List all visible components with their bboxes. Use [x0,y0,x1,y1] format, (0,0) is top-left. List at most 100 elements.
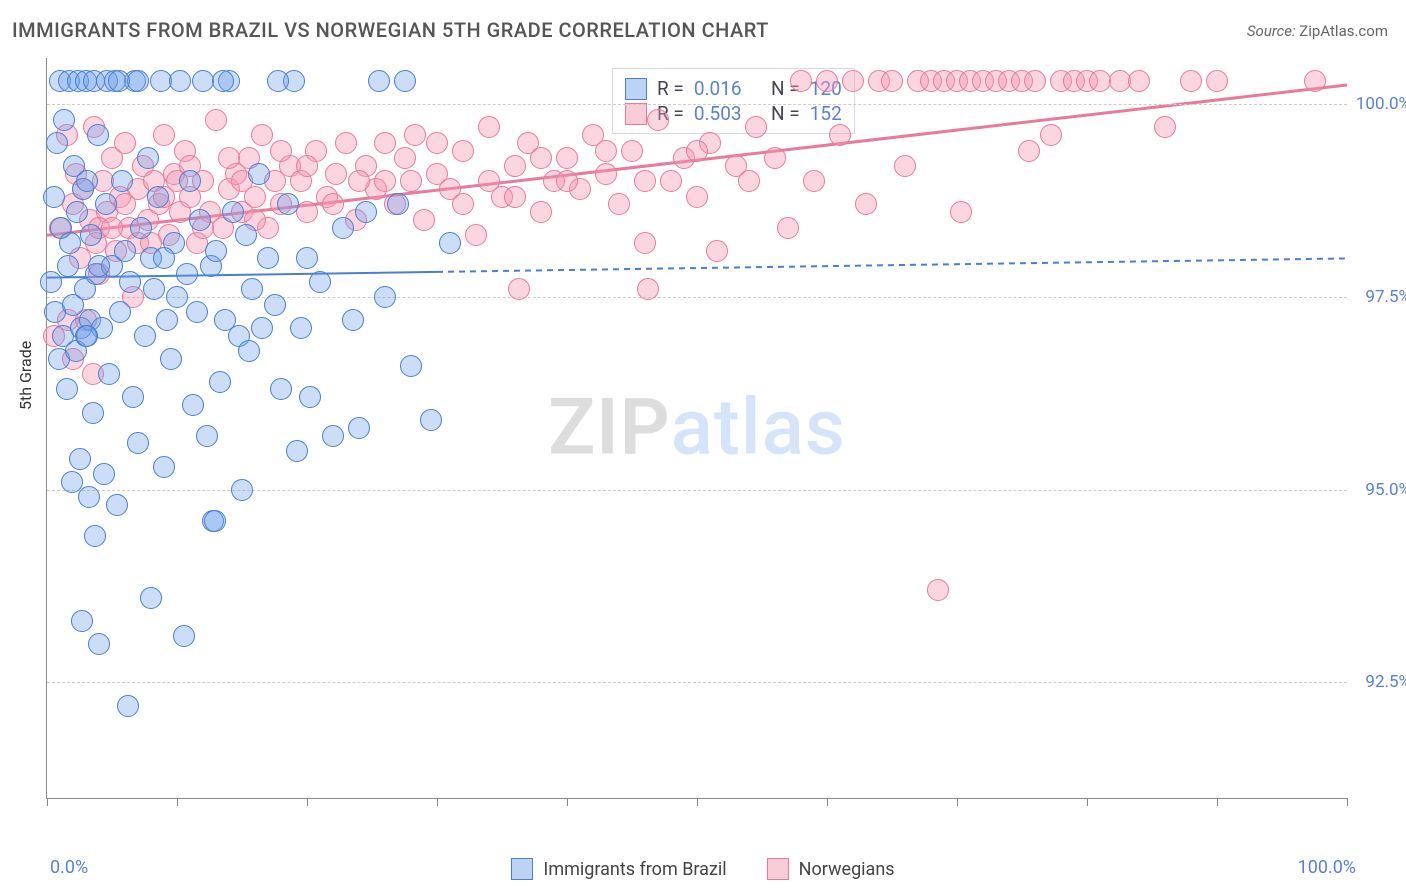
data-point-blue [400,355,422,377]
data-point-pink [621,140,643,162]
data-point-blue [222,201,244,223]
x-tick [1347,798,1348,806]
y-gridline [47,104,1347,105]
legend-swatch-blue [625,78,647,100]
data-point-pink [296,155,318,177]
data-point-blue [114,240,136,262]
data-point-pink [114,193,136,215]
data-point-blue [277,193,299,215]
data-point-pink [374,170,396,192]
data-point-blue [186,301,208,323]
data-point-blue [374,286,396,308]
stat-r-label: R = [657,77,684,100]
data-point-blue [342,309,364,331]
data-point-blue [420,409,442,431]
data-point-blue [355,201,377,223]
data-point-pink [478,170,500,192]
data-point-pink [325,163,347,185]
data-point-blue [93,463,115,485]
data-point-blue [140,587,162,609]
data-point-blue [56,378,78,400]
data-point-pink [764,147,786,169]
data-point-blue [109,301,131,323]
data-point-blue [76,170,98,192]
source-attribution: Source: ZipAtlas.com [1247,22,1388,40]
legend: Immigrants from BrazilNorwegians [0,858,1406,880]
data-point-pink [855,193,877,215]
data-point-blue [394,70,416,92]
y-gridline [47,297,1347,298]
data-point-blue [160,348,182,370]
data-point-blue [98,363,120,385]
data-point-pink [881,70,903,92]
data-point-blue [231,479,253,501]
data-point-pink [452,140,474,162]
data-point-blue [80,224,102,246]
data-point-blue [106,494,128,516]
data-point-pink [478,116,500,138]
chart-title: IMMIGRANTS FROM BRAZIL VS NORWEGIAN 5TH … [12,18,769,42]
data-point-blue [40,271,62,293]
legend-swatch-blue [511,858,533,880]
data-point-blue [205,240,227,262]
data-point-pink [1304,70,1326,92]
data-point-blue [156,309,178,331]
y-tick-label: 100.0% [1351,94,1406,114]
data-point-pink [101,217,123,239]
data-point-blue [76,325,98,347]
data-point-pink [508,278,530,300]
data-point-pink [660,170,682,192]
data-point-blue [267,70,289,92]
data-point-pink [530,201,552,223]
data-point-blue [209,371,231,393]
data-point-blue [248,163,270,185]
data-point-blue [66,201,88,223]
data-point-pink [686,186,708,208]
data-point-pink [706,240,728,262]
data-point-blue [290,317,312,339]
data-point-pink [205,109,227,131]
data-point-blue [59,232,81,254]
data-point-pink [595,163,617,185]
x-tick [307,798,308,806]
data-point-blue [95,193,117,215]
data-point-pink [556,170,578,192]
data-point-pink [413,209,435,231]
legend-label: Norwegians [799,859,895,880]
data-point-pink [218,147,240,169]
data-point-blue [212,70,234,92]
x-tick [957,798,958,806]
data-point-blue [122,386,144,408]
x-tick [827,798,828,806]
data-point-blue [238,340,260,362]
data-point-blue [153,456,175,478]
scatter-plot: ZIPatlas R =0.016 N =120R =0.503 N =152 … [46,58,1347,799]
data-point-pink [1154,116,1176,138]
data-point-blue [189,209,211,231]
data-point-pink [1040,124,1062,146]
data-point-blue [137,147,159,169]
data-point-blue [179,170,201,192]
source-label: Source: [1247,22,1296,40]
data-point-blue [264,294,286,316]
data-point-blue [127,432,149,454]
data-point-blue [143,278,165,300]
data-point-blue [117,695,139,717]
data-point-blue [257,247,279,269]
data-point-blue [46,132,68,154]
data-point-pink [595,140,617,162]
data-point-blue [130,217,152,239]
data-point-blue [439,232,461,254]
data-point-pink [647,109,669,131]
data-point-pink [374,132,396,154]
data-point-pink [465,224,487,246]
data-point-blue [166,286,188,308]
stat-n-value: 152 [810,102,842,125]
data-point-blue [84,525,106,547]
data-point-pink [556,147,578,169]
data-point-blue [251,317,273,339]
data-point-blue [182,394,204,416]
data-point-blue [196,425,218,447]
data-point-pink [251,124,273,146]
data-point-pink [927,579,949,601]
